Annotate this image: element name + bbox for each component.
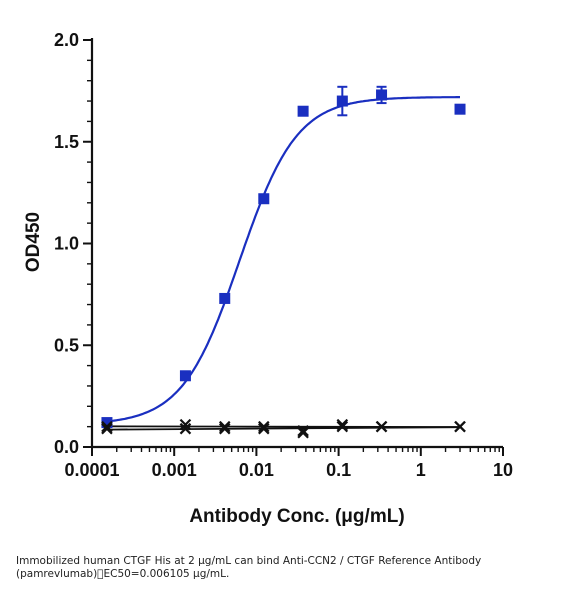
data-point-x [336,418,349,431]
data-point-x [454,420,466,433]
data-point-x [101,422,113,435]
data-point-square [219,292,231,304]
data-points [101,85,466,439]
data-point-x [179,422,192,435]
data-point-x-stroke [101,422,113,435]
data-point-x-stroke [179,422,192,435]
data-point-x [179,418,192,431]
figure-caption: Immobilized human CTGF His at 2 μg/mL ca… [16,555,482,580]
data-point-square [336,95,348,107]
data-point-x [218,420,231,433]
y-tick-label: 2.0 [54,30,79,50]
axes: 0.0 0.5 1.0 1.5 2.0 0.0001 0.001 0.01 0.1 1 10 [54,30,513,480]
data-point-x-stroke [179,418,192,431]
data-point-x [218,422,231,435]
fit-curve-series-3 [106,426,461,431]
data-point-x-stroke [336,420,349,433]
data-point-x [258,422,270,435]
chart: 0.0 0.5 1.0 1.5 2.0 0.0001 0.001 0.01 0.1 1 10 Ant… [23,30,513,527]
x-tick-label: 0.01 [239,460,274,480]
x-tick-label: 1 [416,460,426,480]
y-tick-label: 1.0 [54,234,79,254]
data-point-square [179,370,191,382]
data-point-x-stroke [218,420,231,433]
fit-curve-series-1 [106,96,460,423]
data-point-square [101,417,113,429]
data-point-x [375,420,388,433]
y-tick-label: 1.5 [54,132,79,152]
data-point-x-stroke [297,426,309,439]
x-tick-label: 0.001 [152,460,197,480]
x-axis-title: Antibody Conc. (μg/mL) [189,506,404,527]
data-point-square [297,105,309,117]
data-point-x [336,420,349,433]
data-point-x-stroke [258,422,270,435]
data-point-x-stroke [336,418,349,431]
data-point-x [258,420,270,433]
data-point-x-stroke [297,424,309,437]
data-point-x-stroke [218,422,231,435]
data-point-square [454,103,466,115]
data-point-square [376,89,388,101]
data-point-x [101,420,113,433]
y-axis-title: OD450 [23,212,44,272]
x-tick-label: 0.1 [326,460,351,480]
data-point-x [297,426,309,439]
fit-curves [106,96,461,431]
data-point-x-stroke [101,420,113,433]
data-point-x [297,424,309,437]
y-tick-label: 0.0 [54,437,79,457]
x-tick-label: 0.0001 [64,460,119,480]
y-tick-label: 0.5 [54,335,79,355]
x-tick-label: 10 [493,460,513,480]
data-point-x-stroke [454,420,466,433]
data-point-x-stroke [258,420,270,433]
data-point-x-stroke [375,420,388,433]
data-point-square [258,193,270,205]
